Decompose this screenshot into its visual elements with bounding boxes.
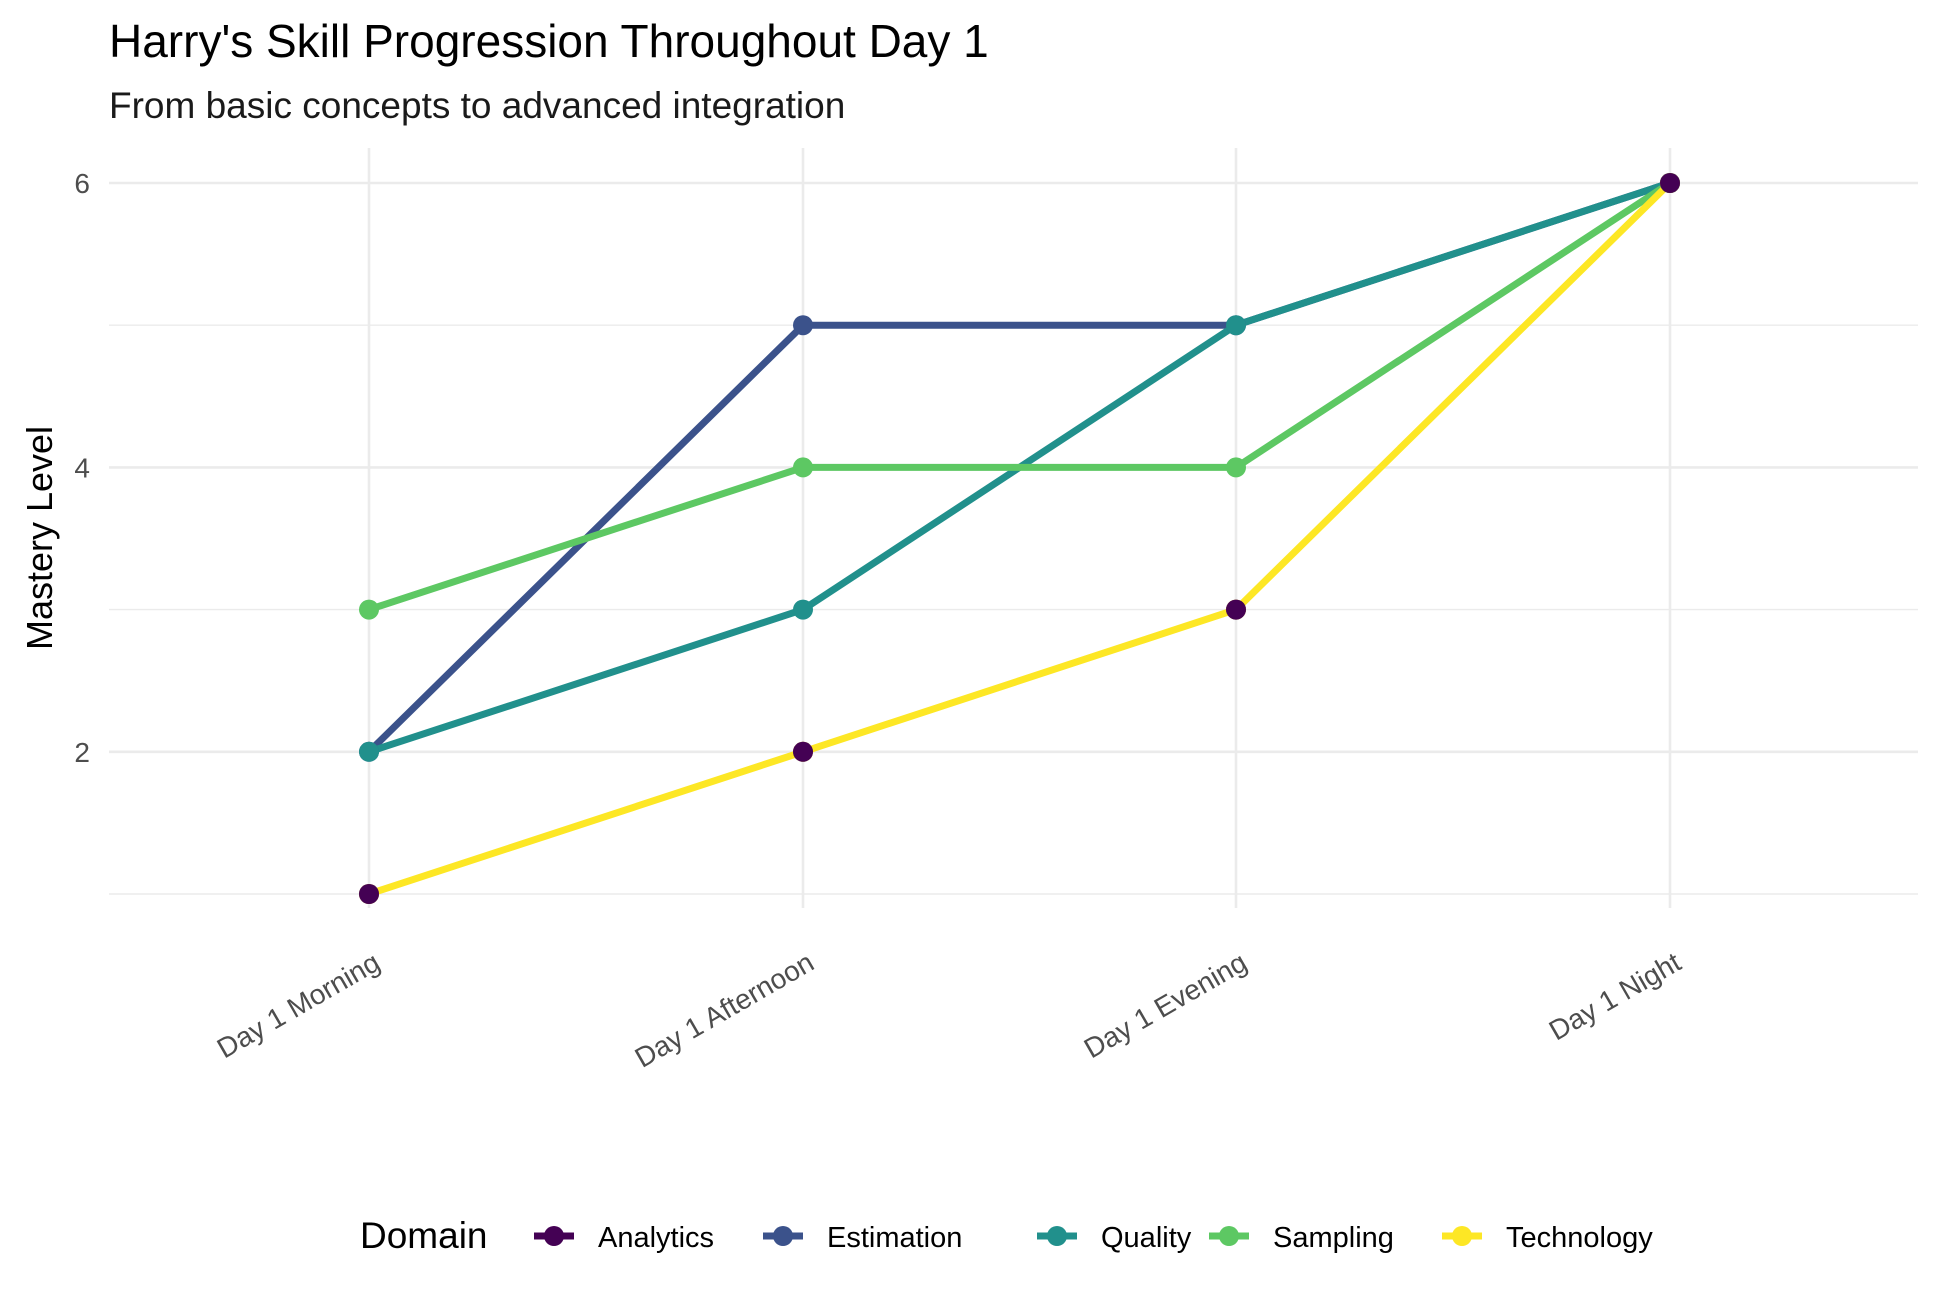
legend-key-point	[1452, 1226, 1472, 1246]
gridlines	[109, 148, 1918, 908]
point-quality	[1226, 315, 1246, 336]
point-estimation	[793, 315, 813, 336]
series-lines	[366, 179, 1673, 898]
point-sampling	[1226, 457, 1246, 478]
legend-key-point	[544, 1226, 564, 1246]
point-sampling	[359, 599, 379, 620]
series-line-sampling	[367, 180, 1672, 613]
y-tick-label: 6	[74, 168, 90, 199]
legend-key-point	[1047, 1226, 1067, 1246]
legend-label: Analytics	[598, 1222, 714, 1254]
legend-label: Quality	[1101, 1222, 1192, 1254]
point-analytics	[1226, 599, 1246, 620]
series-points	[359, 173, 1680, 904]
x-tick-label: Day 1 Night	[1544, 946, 1686, 1046]
chart-subtitle: From basic concepts to advanced integrat…	[109, 85, 845, 126]
legend-key-point	[1219, 1226, 1239, 1246]
chart-title: Harry's Skill Progression Throughout Day…	[109, 15, 989, 67]
y-tick-label: 4	[74, 452, 90, 483]
legend-label: Sampling	[1273, 1222, 1394, 1254]
series-line-technology	[367, 180, 1673, 898]
legend-key-point	[773, 1226, 793, 1246]
y-axis-ticks: 2 4 6	[74, 168, 90, 768]
point-quality	[359, 741, 379, 762]
y-axis-title: Mastery Level	[19, 426, 60, 650]
y-tick-label: 2	[74, 737, 90, 768]
x-tick-label: Day 1 Morning	[212, 946, 385, 1064]
legend-title: Domain	[360, 1215, 488, 1256]
point-analytics	[1660, 173, 1680, 193]
point-sampling	[793, 457, 813, 478]
legend-label: Estimation	[827, 1222, 962, 1254]
legend: Domain Analytics Estimation Quality Samplin…	[360, 1215, 1653, 1256]
x-axis-ticks: Day 1 Morning Day 1 Afternoon Day 1 Evenin…	[212, 946, 1686, 1073]
point-quality	[793, 599, 813, 620]
point-analytics	[793, 741, 813, 762]
legend-label: Technology	[1506, 1222, 1653, 1254]
x-tick-label: Day 1 Evening	[1079, 946, 1252, 1064]
x-tick-label: Day 1 Afternoon	[630, 946, 819, 1073]
point-analytics	[359, 884, 379, 904]
